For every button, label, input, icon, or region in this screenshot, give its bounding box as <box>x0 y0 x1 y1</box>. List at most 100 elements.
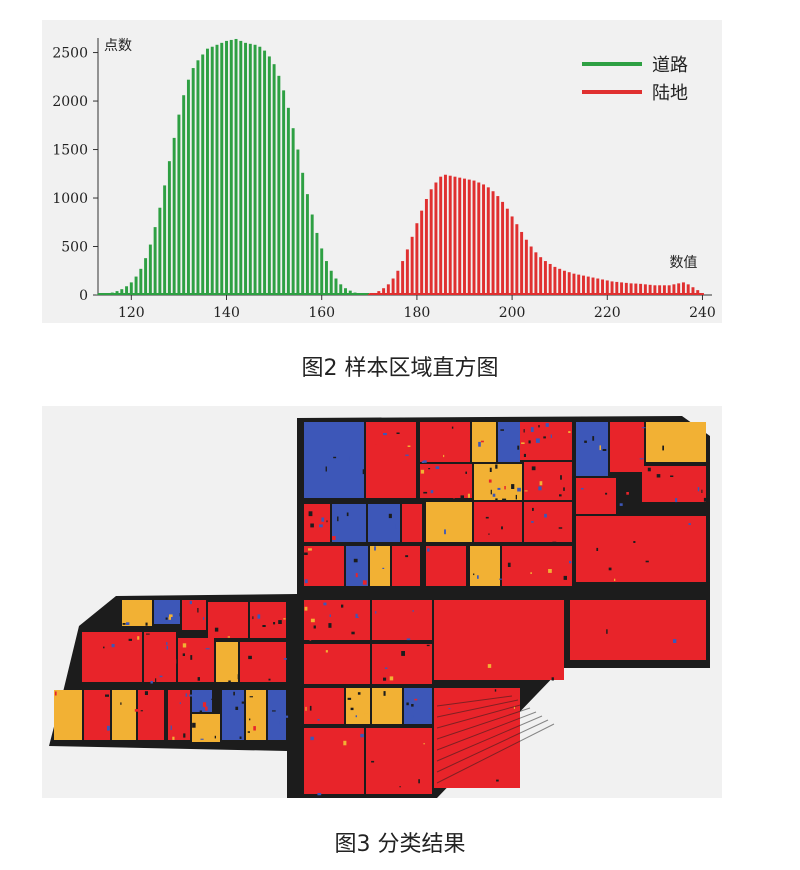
histogram-bar <box>634 283 638 295</box>
legend-label: 道路 <box>652 55 688 76</box>
speckle <box>137 636 140 640</box>
speckle <box>496 779 499 782</box>
histogram-bar <box>677 283 681 295</box>
speckle <box>273 622 276 625</box>
speckle <box>54 691 57 696</box>
parcel <box>372 644 432 684</box>
speckle <box>239 736 242 739</box>
speckle <box>305 706 307 711</box>
speckle <box>538 425 540 428</box>
speckle <box>645 560 649 563</box>
speckle <box>495 498 498 502</box>
histogram-bar <box>501 201 505 295</box>
field-line <box>436 707 531 740</box>
speckle <box>458 705 461 707</box>
speckle <box>563 487 565 491</box>
speckle <box>283 658 287 660</box>
speckle <box>355 715 357 718</box>
speckle <box>140 710 143 712</box>
histogram-bar <box>277 75 281 295</box>
histogram-bar <box>539 257 543 295</box>
speckle <box>190 655 193 660</box>
speckle <box>406 638 411 641</box>
speckle <box>105 694 109 697</box>
speckle <box>443 454 445 458</box>
parcel <box>392 546 420 586</box>
parcel <box>192 690 212 712</box>
speckle <box>383 677 387 681</box>
speckle <box>430 490 434 494</box>
speckle <box>532 507 534 511</box>
speckle <box>580 488 584 490</box>
speckle <box>241 701 245 704</box>
histogram-bar <box>382 288 386 295</box>
speckle <box>170 725 172 730</box>
speckle <box>560 475 562 480</box>
speckle <box>182 653 185 656</box>
speckle <box>166 645 168 650</box>
speckle <box>524 490 528 492</box>
histogram-bar <box>144 258 148 295</box>
speckle <box>495 464 498 469</box>
y-tick-label: 2500 <box>52 46 88 62</box>
histogram-bar <box>672 284 676 295</box>
histogram-bar <box>134 276 138 295</box>
speckle <box>656 474 661 478</box>
speckle <box>458 473 461 479</box>
speckle <box>383 433 387 436</box>
speckle <box>263 690 265 692</box>
series-land <box>367 174 704 295</box>
speckle <box>155 678 157 683</box>
speckle <box>362 580 367 585</box>
y-axis-label: 点数 <box>104 38 132 54</box>
speckle <box>189 694 193 697</box>
field-line <box>436 695 513 707</box>
speckle <box>126 622 130 625</box>
speckle <box>488 479 492 483</box>
speckle <box>494 689 497 692</box>
parcel <box>368 504 400 542</box>
histogram-bar <box>429 189 433 295</box>
parcel <box>524 462 572 500</box>
parcel <box>576 516 706 582</box>
histogram-bar <box>643 284 647 295</box>
speckle <box>492 493 496 497</box>
histogram-bar <box>215 44 219 295</box>
speckle <box>304 552 308 555</box>
speckle <box>641 427 646 429</box>
speckle <box>317 719 320 721</box>
speckle <box>310 523 314 528</box>
speckle <box>347 697 352 700</box>
speckle <box>428 468 431 470</box>
x-tick-label: 160 <box>308 305 335 321</box>
speckle <box>321 517 325 522</box>
speckle <box>530 572 532 574</box>
speckle <box>639 458 644 460</box>
histogram-bar <box>125 286 129 295</box>
speckle <box>606 629 608 634</box>
speckle <box>165 617 168 620</box>
speckle <box>152 665 155 667</box>
speckle <box>214 627 219 632</box>
speckle <box>228 680 231 686</box>
histogram-bar <box>267 56 271 296</box>
parcel <box>304 644 370 684</box>
parcel <box>54 690 82 740</box>
classification-map-svg <box>49 416 710 798</box>
speckle <box>401 651 405 656</box>
speckle <box>558 527 563 529</box>
speckle <box>703 497 707 502</box>
speckle <box>252 616 254 620</box>
histogram-bar <box>401 261 405 295</box>
speckle <box>227 636 230 638</box>
histogram-bar <box>272 64 276 296</box>
histogram-svg: 0 500 1000 1500 2000 2500 120 140 160 180 200 220 24… <box>52 38 716 321</box>
histogram-bar <box>467 179 471 295</box>
speckle <box>517 445 520 450</box>
speckle <box>435 466 440 469</box>
speckle <box>423 743 425 745</box>
speckle <box>134 709 139 712</box>
speckle <box>592 436 595 441</box>
speckle <box>698 564 700 569</box>
speckle <box>507 562 511 567</box>
